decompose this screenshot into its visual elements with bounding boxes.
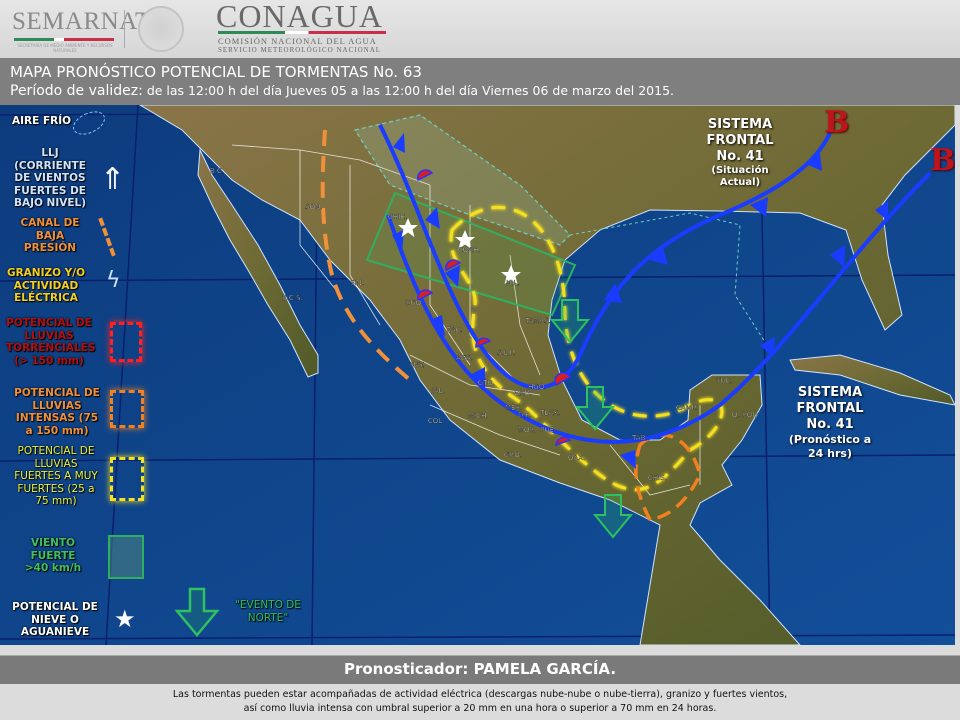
front-forecast-number: No. 41: [806, 417, 854, 432]
lightning-icon: ϟ: [106, 268, 121, 293]
norte-arrows: [549, 299, 634, 539]
title-bar: MAPA PRONÓSTICO POTENCIAL DE TORMENTAS N…: [0, 58, 960, 105]
state-label: CAMP.: [676, 404, 697, 412]
gulf-boundary: [569, 212, 771, 351]
cold-front-current: [378, 124, 832, 390]
state-label: CHIS.: [648, 474, 667, 482]
torrential-box-icon: [110, 322, 142, 362]
front-current-note: (Situación Actual): [711, 165, 769, 188]
state-label: TLAX.: [539, 409, 560, 417]
state-label: GRO.: [504, 451, 522, 459]
heavy-box-icon: [110, 457, 144, 501]
legend-wind-label: VIENTO FUERTE >40 km/h: [24, 537, 82, 574]
state-label: COAH.: [458, 246, 480, 254]
state-label: CHIH.: [388, 213, 408, 221]
validity-period: Período de validez: de las 12:00 h del d…: [10, 83, 674, 99]
state-labels: B.C. SON. B.C.S. CHIH. SIN. COAH. N.L. DGO. ZAC.…: [210, 167, 759, 482]
semarnat-logo: SEMARNAT: [12, 8, 151, 35]
low-pressure-symbol: B: [824, 105, 850, 140]
front-forecast-title: SISTEMA FRONTAL: [796, 385, 864, 416]
footer-note-line2: así como lluvia intensa con umbral super…: [243, 703, 717, 714]
footer-note-line1: Las tormentas pueden estar acompañadas d…: [172, 689, 788, 700]
state-label: Q. ROO: [732, 411, 758, 419]
state-label: OAX.: [568, 454, 585, 462]
state-label: D.F.: [518, 411, 531, 419]
legend-norte-label: "EVENTO DE NORTE": [235, 599, 301, 624]
front-current-label: SISTEMA FRONTAL No. 41 (Situación Actual…: [690, 117, 790, 189]
state-label: ZAC.: [446, 326, 463, 334]
footer-note: Las tormentas pueden estar acompañadas d…: [0, 688, 960, 716]
intense-rain-region: [634, 433, 702, 522]
state-label: TAMPS.: [524, 317, 550, 325]
semarnat-subtitle: SECRETARÍA DE MEDIO AMBIENTE Y RECURSOS …: [17, 43, 113, 53]
forecast-map: B.C. SON. B.C.S. CHIH. SIN. COAH. N.L. DGO. ZAC.…: [0, 105, 955, 645]
intense-box-icon: [110, 390, 144, 428]
legend-hail-label: GRANIZO Y/O ACTIVIDAD ELÉCTRICA: [6, 267, 86, 304]
state-label: PUE.: [540, 426, 556, 434]
front-current-title: SISTEMA FRONTAL: [706, 117, 774, 148]
state-label: NAY.: [410, 361, 425, 369]
snow-star-icon: ★: [114, 605, 136, 633]
land-baja-california: [197, 148, 319, 378]
state-label: SIN.: [350, 279, 364, 287]
cold-front-triangles: [392, 133, 888, 469]
map-title: MAPA PRONÓSTICO POTENCIAL DE TORMENTAS N…: [10, 63, 422, 81]
legend-heavy-label: POTENCIAL DE LLUVIAS FUERTES A MUY FUERT…: [14, 445, 98, 507]
map-canvas: B.C. SON. B.C.S. CHIH. SIN. COAH. N.L. DGO. ZAC.…: [0, 105, 955, 645]
validity-label: Período de validez:: [10, 83, 143, 99]
state-label: MICH.: [468, 412, 488, 420]
divider: [124, 10, 125, 48]
wind-box-icon: [108, 535, 144, 579]
conagua-flag-bar: [218, 31, 386, 34]
state-label: YUC.: [715, 377, 733, 385]
legend-snow-label: POTENCIAL DE NIEVE O AGUANIEVE: [12, 601, 98, 638]
llj-arrow-icon: ⇑: [100, 162, 126, 197]
low-pressure-symbol: B: [930, 143, 955, 178]
warm-front-semicircles: [416, 169, 572, 447]
norte-arrow-icon: [174, 587, 220, 637]
cold-front-forecast: [386, 171, 932, 444]
state-borders: [231, 144, 701, 496]
legend-torrential-label: POTENCIAL DE LLUVIAS TORRENCIALES (> 150…: [6, 317, 96, 367]
state-label: COL.: [428, 417, 445, 425]
state-label: B.C.S.: [282, 294, 303, 302]
legend-cold-air-label: AIRE FRÍO: [12, 115, 72, 127]
front-forecast-note: (Pronóstico a 24 hrs): [788, 433, 872, 460]
legend-llj-label: LLJ (CORRIENTE DE VIENTOS FUERTES DE BAJ…: [13, 147, 87, 209]
state-label: HGO.: [528, 383, 546, 391]
legend-trough-label: CANAL DE BAJA PRESIÓN: [20, 217, 80, 254]
wind-region: [365, 191, 577, 317]
national-seal-icon: [138, 6, 184, 52]
front-forecast-label: SISTEMA FRONTAL No. 41 (Pronóstico a 24 …: [780, 385, 880, 461]
land-cuba: [789, 354, 955, 406]
smn-subtitle: SERVICIO METEOROLÓGICO NACIONAL: [218, 46, 382, 54]
state-label: B.C.: [210, 167, 224, 175]
forecaster-bar: Pronosticador: PAMELA GARCÍA.: [0, 655, 960, 684]
validity-text: de las 12:00 h del día Jueves 05 a las 1…: [142, 83, 674, 98]
state-label: N.L.: [506, 279, 520, 287]
state-label: AGS.: [456, 354, 473, 362]
state-label: JAL.: [431, 387, 445, 395]
semarnat-flag-bar: [14, 38, 114, 41]
forecaster-name: Pronosticador: PAMELA GARCÍA.: [343, 660, 617, 678]
state-label: DGO.: [405, 299, 423, 307]
header: SEMARNAT SECRETARÍA DE MEDIO AMBIENTE Y …: [0, 0, 960, 60]
land-north-america: [139, 105, 955, 645]
state-label: MOR.: [518, 426, 536, 434]
state-label: GTO.: [478, 379, 495, 387]
state-label: QRO.: [514, 389, 532, 397]
state-label: SON.: [305, 203, 322, 211]
state-label: TAB.: [631, 434, 648, 442]
snow-stars: [398, 218, 521, 284]
conagua-subtitle: COMISIÓN NACIONAL DEL AGUA: [218, 36, 377, 46]
legend-intense-label: POTENCIAL DE LLUVIAS INTENSAS (75 a 150 …: [14, 387, 100, 437]
low-pressure-trough: [320, 129, 412, 382]
state-label: MEX.: [505, 404, 522, 412]
state-label: S.L.P.: [497, 349, 515, 357]
conagua-logo: CONAGUA: [216, 0, 383, 34]
front-current-number: No. 41: [716, 149, 764, 164]
